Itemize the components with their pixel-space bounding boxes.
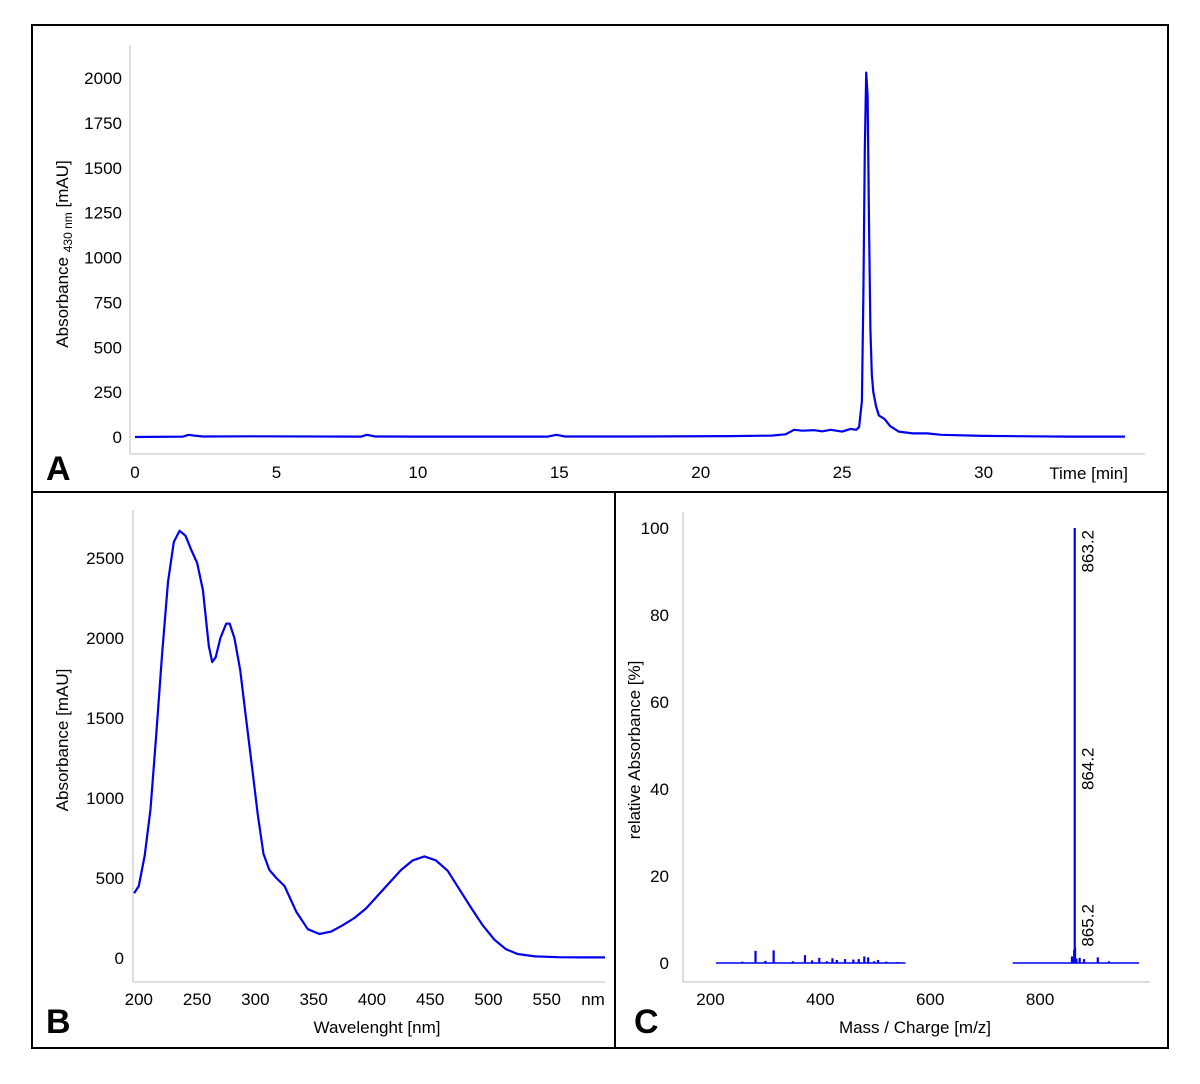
panel-a-y-ticks: 0 250 500 750 1000 1250 1500 1750 2000 (84, 69, 122, 447)
panel-a-y-label-sub: 430 nm (61, 212, 75, 252)
x-tick-label: 250 (183, 990, 211, 1009)
y-tick-label: 0 (113, 428, 122, 447)
x-tick-label: 800 (1026, 990, 1054, 1009)
panel-a-series (134, 71, 1125, 439)
y-tick-label: 1000 (86, 789, 124, 808)
series-line (134, 71, 1125, 439)
x-tick-label: 0 (130, 463, 139, 482)
x-tick-label: 400 (806, 990, 834, 1009)
peak-annotation: 863.2 (1079, 530, 1098, 573)
panel-b-x-unit-tick: nm (581, 990, 605, 1009)
y-tick-label: 100 (641, 519, 669, 538)
y-tick-label: 750 (94, 293, 122, 312)
x-tick-label: 25 (833, 463, 852, 482)
panel-c-x-label: Mass / Charge [m/z] (839, 1018, 991, 1037)
x-tick-label: 30 (974, 463, 993, 482)
peak-annotation: 864.2 (1079, 748, 1098, 791)
panel-c-series (715, 528, 1140, 964)
y-tick-label: 500 (94, 338, 122, 357)
panel-c-letter: C (634, 1003, 659, 1041)
panel-b-x-ticks: 200 250 300 350 400 450 500 550 (125, 990, 561, 1009)
y-tick-label: 40 (650, 780, 669, 799)
y-tick-label: 1000 (84, 249, 122, 268)
y-tick-label: 20 (650, 867, 669, 886)
panel-a-y-label: Absorbance 430 nm [mAU] (53, 160, 75, 347)
y-tick-label: 1500 (86, 709, 124, 728)
x-tick-label: 200 (125, 990, 153, 1009)
panel-a-y-label-main: Absorbance (53, 252, 72, 347)
panel-b-uv-spectrum: 0 500 1000 1500 2000 2500 200 250 300 350 400 450 5… (46, 510, 605, 1041)
x-tick-label: 300 (241, 990, 269, 1009)
y-tick-label: 1500 (84, 159, 122, 178)
panel-b-y-label: Absorbance [mAU] (53, 669, 72, 812)
panel-b-letter: B (46, 1003, 71, 1041)
y-tick-label: 0 (660, 954, 669, 973)
x-tick-label: 350 (299, 990, 327, 1009)
x-tick-label: 5 (272, 463, 281, 482)
panel-frame-bc (31, 491, 1169, 1049)
panel-a-x-ticks: 0 5 10 15 20 25 30 (130, 463, 993, 482)
x-tick-label: 200 (696, 990, 724, 1009)
panel-c-x-ticks: 200 400 600 800 (696, 990, 1054, 1009)
x-tick-label: 450 (416, 990, 444, 1009)
panel-a-chromatogram: 0 250 500 750 1000 1250 1500 1750 2000 0 5 10 15 20 2… (46, 45, 1145, 488)
x-tick-label: 20 (691, 463, 710, 482)
y-tick-label: 2000 (84, 69, 122, 88)
y-tick-label: 1250 (84, 204, 122, 223)
panel-c-y-label: relative Absorbance [%] (625, 661, 644, 840)
y-tick-label: 250 (94, 383, 122, 402)
y-tick-label: 500 (96, 869, 124, 888)
series-line (133, 529, 605, 959)
panel-c-mass-spectrum: 0 20 40 60 80 100 200 400 600 800 863.2 864.2 865.… (625, 512, 1150, 1041)
y-tick-label: 60 (650, 693, 669, 712)
y-tick-label: 2500 (86, 549, 124, 568)
panel-a-x-label: Time [min] (1049, 464, 1128, 483)
y-tick-label: 0 (115, 949, 124, 968)
y-tick-label: 1750 (84, 114, 122, 133)
panel-c-y-ticks: 0 20 40 60 80 100 (641, 519, 669, 973)
x-tick-label: 15 (550, 463, 569, 482)
y-tick-label: 80 (650, 606, 669, 625)
x-tick-label: 10 (408, 463, 427, 482)
panel-b-y-ticks: 0 500 1000 1500 2000 2500 (86, 549, 124, 968)
panel-a-letter: A (46, 450, 71, 488)
panel-c-annotations: 863.2 864.2 865.2 (1079, 530, 1098, 947)
panel-frames (31, 24, 1169, 1049)
panel-b-x-label: Wavelenght [nm] (314, 1018, 441, 1037)
x-tick-label: 500 (474, 990, 502, 1009)
panel-b-series (133, 529, 605, 959)
y-tick-label: 2000 (86, 629, 124, 648)
x-tick-label: 550 (533, 990, 561, 1009)
x-tick-label: 600 (916, 990, 944, 1009)
panel-a-y-label-unit: [mAU] (53, 160, 72, 212)
peak-annotation: 865.2 (1079, 904, 1098, 947)
x-tick-label: 400 (358, 990, 386, 1009)
